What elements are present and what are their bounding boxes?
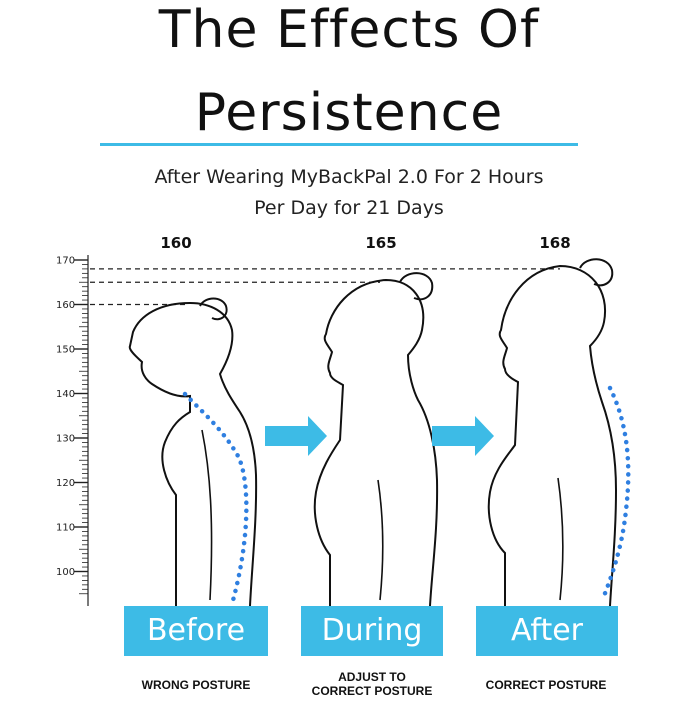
during-figure-outline: [313, 278, 439, 607]
right-arrow-icon: [265, 416, 327, 456]
title-line-2: Persistence: [194, 83, 504, 143]
during-arm-outline: [377, 479, 384, 601]
ruler-tick-label: 110: [56, 523, 75, 534]
caption-wrong-posture: WRONG POSTURE: [118, 678, 274, 692]
ruler-major-ticks: [74, 259, 88, 573]
height-label: 168: [539, 234, 570, 252]
stage-after-label: After: [476, 606, 618, 656]
title-underline: [100, 143, 578, 146]
before-figure-outline: [128, 301, 258, 607]
before-spine-dotted: [182, 391, 249, 607]
caption-line: CORRECT POSTURE: [485, 678, 607, 692]
ruler-tick-label: 150: [56, 345, 75, 356]
title-line-1: The Effects Of: [158, 0, 540, 60]
ruler-tick-label: 170: [56, 256, 75, 267]
caption-adjust-posture: ADJUST TO CORRECT POSTURE: [292, 670, 452, 698]
height-label: 160: [160, 234, 191, 252]
stage-during-label: During: [301, 606, 443, 656]
before-hair-bun: [199, 297, 228, 321]
caption-correct-posture: CORRECT POSTURE: [466, 678, 626, 692]
subtitle-line-2: Per Day for 21 Days: [254, 197, 444, 219]
after-spine-dotted: [601, 385, 631, 599]
right-arrow-icon: [432, 416, 494, 456]
height-guide-lines: [90, 268, 560, 306]
caption-line: WRONG POSTURE: [141, 678, 251, 692]
ruler-tick-label: 120: [56, 478, 75, 489]
during-hair-bun: [399, 272, 434, 301]
ruler-tick-label: 100: [56, 567, 75, 578]
ruler-tick-label: 130: [56, 434, 75, 445]
before-arm-outline: [201, 429, 213, 601]
ruler-tick-labels: 170 160 150 140 130 120 110 100: [56, 256, 75, 579]
after-figure-outline: [487, 264, 618, 607]
caption-line: CORRECT POSTURE: [311, 684, 433, 698]
ruler-tick-label: 140: [56, 389, 75, 400]
caption-line: ADJUST TO: [338, 670, 406, 684]
ruler-tick-label: 160: [56, 300, 75, 311]
ruler-minor-ticks: [79, 264, 88, 595]
height-labels: 160 165 168: [160, 234, 570, 252]
subtitle-line-1: After Wearing MyBackPal 2.0 For 2 Hours: [154, 166, 544, 188]
height-label: 165: [365, 234, 396, 252]
stage-before-label: Before: [124, 606, 268, 656]
after-hair-bun: [579, 258, 614, 287]
after-arm-outline: [557, 477, 564, 601]
